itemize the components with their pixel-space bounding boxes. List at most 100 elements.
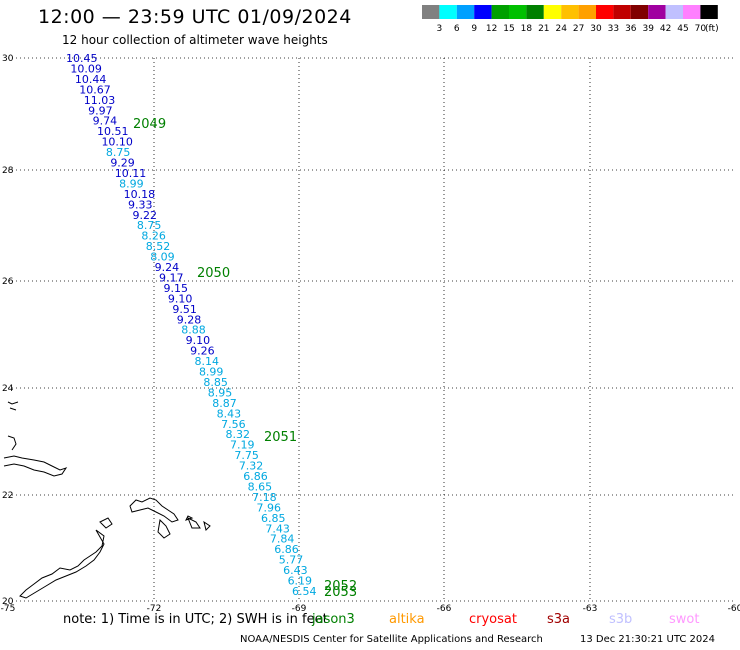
track-value-label: 7.56 (221, 418, 246, 431)
axis-labels: -75 -72 -69 -66 -63 -60 30 28 26 24 22 20 (1, 54, 740, 614)
colorbar-label: 6 (454, 24, 460, 34)
satellite-legend-cryosat: cryosat (469, 612, 517, 627)
colorbar-label: 18 (521, 24, 533, 34)
colorbar-label: 21 (538, 24, 549, 34)
footnote: note: 1) Time is in UTC; 2) SWH is in fe… (63, 612, 328, 627)
track-value-label: 8.43 (217, 407, 242, 420)
map-subtitle: 12 hour collection of altimeter wave hei… (62, 33, 328, 47)
track-value-label: 7.32 (239, 460, 264, 473)
track-time-marker: 2050 (197, 266, 230, 281)
track-value-label: 9.33 (128, 198, 153, 211)
colorbar-swatch (439, 5, 457, 19)
lon-tick-label: -60 (728, 604, 740, 614)
track-value-label: 6.54 (292, 585, 317, 598)
colorbar-label: 45 (677, 24, 688, 34)
lat-tick-label: 30 (2, 54, 14, 64)
colorbar-unit: (ft) (705, 24, 719, 34)
satellite-legend-s3a: s3a (547, 612, 571, 627)
lat-tick-label: 28 (2, 166, 14, 176)
track-value-label: 6.43 (283, 564, 308, 577)
satellite-legend-jason3: jason3 (312, 612, 355, 627)
track-value-label: 8.32 (226, 428, 251, 441)
colorbar-label: 24 (555, 24, 567, 34)
track-time-marker: 2052 (324, 579, 357, 594)
satellite-legend-s3b: s3b (609, 612, 633, 627)
credit-line: NOAA/NESDIS Center for Satellite Applica… (240, 634, 543, 645)
colorbar-swatch (630, 5, 649, 19)
track-value-label: 10.45 (66, 52, 98, 65)
track-value-label: 10.51 (97, 125, 129, 138)
colorbar-label: 70 (695, 24, 707, 34)
track-value-label: 7.96 (257, 501, 282, 514)
colorbar-swatch (665, 5, 683, 19)
track-value-label: 7.84 (270, 533, 295, 546)
track-time-marker: 2049 (133, 117, 166, 132)
colorbar-label: 15 (503, 24, 514, 34)
track-value-label: 10.18 (124, 188, 156, 201)
lat-tick-label: 26 (2, 277, 14, 287)
colorbar-swatch (613, 5, 631, 19)
track-value-label: 9.26 (190, 345, 215, 358)
track-value-label: 7.18 (252, 491, 277, 504)
lon-tick-label: -72 (147, 604, 162, 614)
track-value-label: 8.52 (146, 240, 171, 253)
map-title: 12:00 — 23:59 UTC 01/09/2024 (38, 6, 352, 28)
track-value-label: 11.03 (84, 94, 116, 107)
track-time-marker: 2053 (324, 585, 357, 600)
track-value-label: 8.99 (199, 366, 224, 379)
colorbar-swatch (491, 5, 509, 19)
track-value-label: 7.43 (265, 522, 290, 535)
small-island-1 (185, 515, 194, 521)
track-value-label: 7.19 (230, 439, 255, 452)
track-value-label: 6.86 (274, 543, 299, 556)
colorbar-swatch (596, 5, 614, 19)
track-value-label: 8.88 (181, 324, 206, 337)
track-value-label: 8.65 (248, 480, 273, 493)
colorbar-swatch (648, 5, 666, 19)
colorbar-swatch (422, 5, 440, 19)
track-value-label: 9.17 (159, 271, 184, 284)
colorbar-label: 30 (590, 24, 602, 34)
colorbar-swatch (683, 5, 701, 19)
track-value-label: 8.95 (208, 386, 233, 399)
colorbar-swatch (474, 5, 492, 19)
track-value-label: 5.77 (279, 554, 304, 567)
track-value-label: 6.86 (243, 470, 267, 483)
track-time-marker: 2051 (264, 430, 297, 445)
lat-tick-label: 24 (2, 384, 14, 394)
track-value-label: 6.85 (261, 512, 286, 525)
lon-tick-label: -66 (437, 604, 452, 614)
colorbar-label: 27 (573, 24, 584, 34)
track-value-label: 8.75 (106, 146, 131, 159)
track-value-label: 9.24 (155, 261, 180, 274)
track-value-label: 8.26 (141, 230, 166, 243)
wave-height-colorbar: 3 6 9 12 15 18 21 24 27 30 33 36 39 42 45 70(ft) (422, 5, 719, 34)
lat-tick-label: 20 (2, 597, 14, 607)
track-value-label: 9.29 (110, 157, 134, 170)
track-value-label: 9.15 (163, 282, 188, 295)
satellite-legend-altika: altika (389, 612, 425, 627)
track-value-label: 10.09 (70, 62, 102, 75)
track-value-label: 9.51 (172, 303, 197, 316)
colorbar-swatch (561, 5, 579, 19)
track-value-label: 8.09 (150, 251, 175, 264)
track-value-label: 9.10 (168, 292, 193, 305)
colorbar-label: 3 (437, 24, 443, 34)
track-value-label: 10.10 (101, 136, 133, 149)
colorbar-swatch (526, 5, 544, 19)
caribbean-coastline (3, 401, 211, 599)
track-value-label: 6.19 (288, 575, 313, 588)
track-value-labels: 10.4510.0910.4410.6711.039.979.7410.5110… (66, 52, 317, 598)
bahamas-islands (99, 497, 211, 539)
hispaniola-coast (3, 401, 68, 477)
track-value-label: 9.28 (177, 313, 202, 326)
lat-tick-label: 22 (2, 491, 13, 501)
generation-timestamp: 13 Dec 21:30:21 UTC 2024 (580, 634, 715, 645)
track-value-label: 10.44 (75, 73, 107, 86)
colorbar-label: 33 (608, 24, 619, 34)
track-value-label: 7.75 (234, 449, 259, 462)
colorbar-swatch (509, 5, 527, 19)
track-value-label: 8.85 (203, 376, 228, 389)
